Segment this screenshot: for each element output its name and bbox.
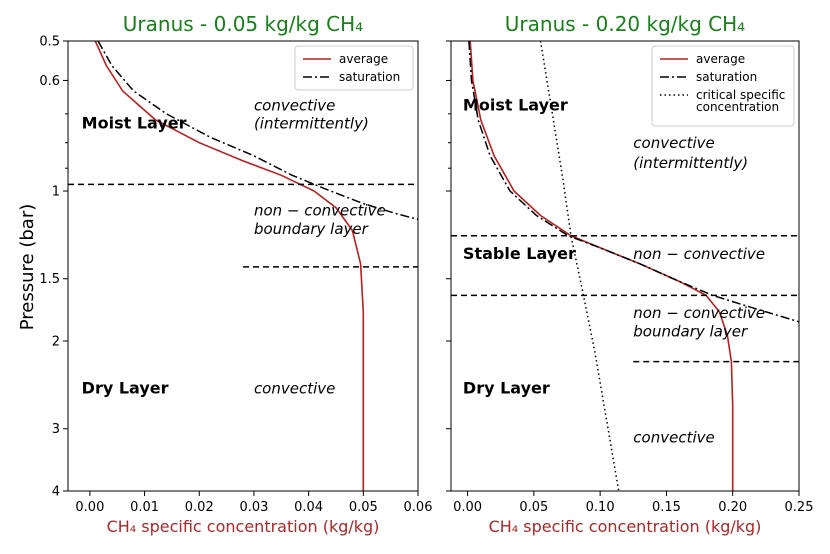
layer-label: convective	[633, 134, 714, 152]
legend-label: saturation	[696, 70, 757, 84]
legend: average saturation	[294, 45, 414, 91]
x-tick-label: 0.01	[130, 500, 159, 515]
layer-label: Moist Layer	[82, 114, 187, 133]
legend-label: concentration	[696, 100, 779, 114]
x-tick-label: 0.05	[349, 500, 378, 515]
layer-label: non − convective	[633, 304, 765, 322]
series-average-line	[94, 41, 365, 491]
chart-title: Uranus - 0.05 kg/kg CH₄	[123, 12, 363, 36]
legend-label: critical specific	[696, 88, 785, 102]
layer-label: Dry Layer	[82, 379, 169, 398]
layer-label: convective	[254, 380, 335, 398]
layer-label: non − convective	[633, 245, 765, 263]
x-tick-label: 0.03	[239, 500, 268, 515]
legend: average saturation critical specificconcen…	[651, 45, 795, 127]
y-tick-label: 1	[52, 185, 60, 200]
series-critical-specific-concentration-line	[539, 41, 620, 491]
x-tick-label: 0.10	[586, 500, 615, 515]
y-tick-label: 3	[52, 422, 60, 437]
panel-1: Uranus - 0.05 kg/kg CH₄ Moist Layer Dry La…	[39, 12, 432, 536]
y-tick-label: 0.5	[39, 35, 60, 50]
x-tick-label: 0.04	[294, 500, 323, 515]
x-tick-label: 0.05	[519, 500, 548, 515]
layer-label: Dry Layer	[463, 379, 550, 398]
axes-frame	[450, 40, 800, 492]
x-tick-label: 0.25	[785, 500, 814, 515]
layer-label: Moist Layer	[463, 96, 568, 115]
series-saturation-line	[468, 41, 799, 323]
series-saturation-line	[97, 41, 418, 221]
y-tick-label: 0.6	[39, 74, 60, 89]
axes-frame	[67, 40, 419, 492]
x-tick-label: 0.20	[718, 500, 747, 515]
series-average-line	[469, 41, 734, 491]
plot-area	[451, 41, 799, 491]
y-axis-label: Pressure (bar)	[17, 204, 38, 330]
layer-label: convective	[633, 429, 714, 447]
x-axis-label: CH₄ specific concentration (kg/kg)	[489, 517, 762, 536]
legend-label: saturation	[339, 70, 400, 84]
layer-label: (intermittently)	[633, 154, 748, 172]
chart-title: Uranus - 0.20 kg/kg CH₄	[505, 12, 745, 36]
legend-label: average	[339, 52, 388, 66]
legend-box	[294, 45, 414, 91]
x-tick-label: 0.00	[75, 500, 104, 515]
layer-label: (intermittently)	[254, 115, 369, 133]
y-tick-label: 1.5	[39, 272, 60, 287]
layer-label: boundary layer	[633, 323, 748, 341]
x-tick-label: 0.15	[652, 500, 681, 515]
plot-area	[68, 41, 418, 491]
layer-label: non − convective	[254, 202, 386, 220]
layer-label: convective	[254, 97, 335, 115]
x-tick-label: 0.06	[404, 500, 433, 515]
y-tick-label: 4	[52, 485, 60, 500]
y-tick-label: 2	[52, 335, 60, 350]
panel-2: Uranus - 0.20 kg/kg CH₄ Moist Layer Stable…	[446, 12, 813, 536]
x-tick-label: 0.02	[185, 500, 214, 515]
legend-label: average	[696, 52, 745, 66]
layer-label: Stable Layer	[463, 244, 576, 263]
legend-box	[651, 45, 795, 127]
layer-label: boundary layer	[254, 220, 369, 238]
x-tick-label: 0.00	[453, 500, 482, 515]
x-axis-label: CH₄ specific concentration (kg/kg)	[107, 517, 380, 536]
